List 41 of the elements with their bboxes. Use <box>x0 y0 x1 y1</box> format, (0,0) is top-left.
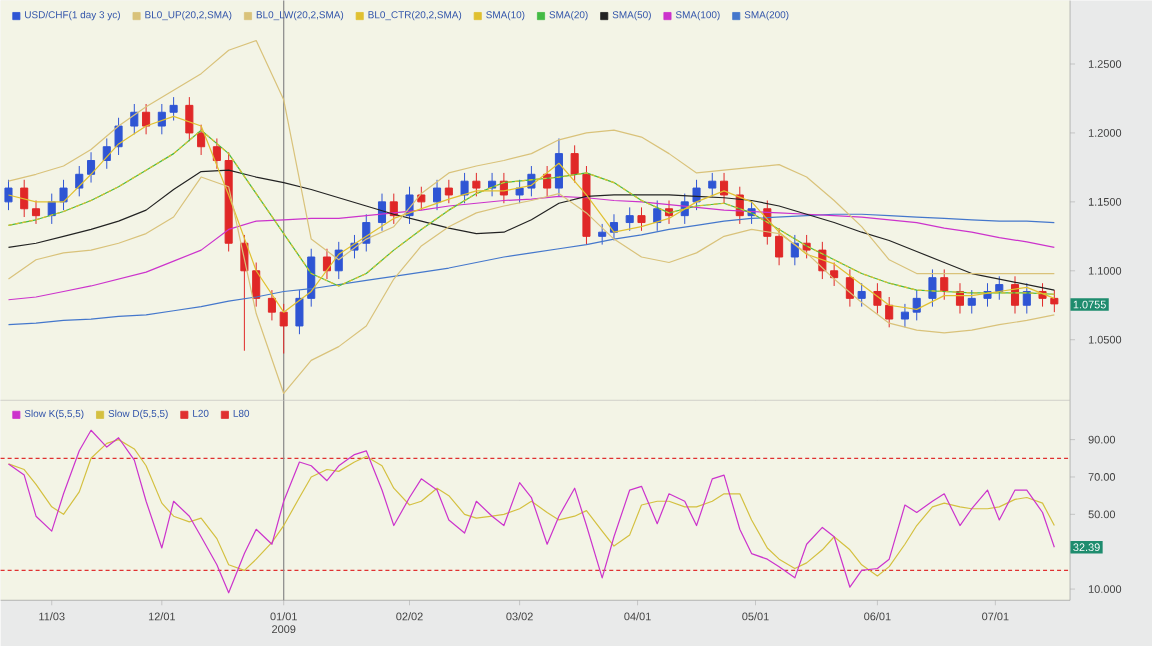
candlestick <box>31 199 41 225</box>
candlestick <box>637 206 646 232</box>
candlestick <box>279 303 288 354</box>
candlestick <box>900 303 909 328</box>
candlestick <box>142 103 151 135</box>
candlestick <box>444 179 453 204</box>
candlestick <box>708 172 717 197</box>
candlestick <box>940 268 949 301</box>
candlestick <box>790 234 799 266</box>
candlestick <box>488 172 497 197</box>
candlestick <box>87 151 96 183</box>
candlestick <box>928 268 937 308</box>
candlestick <box>433 179 442 211</box>
candlestick <box>417 186 426 211</box>
candlestick <box>967 289 976 314</box>
candlestick <box>267 289 276 321</box>
candlestick <box>912 289 921 321</box>
candlestick <box>857 282 866 308</box>
line-series <box>7 176 1055 394</box>
candlestick <box>582 165 591 245</box>
candlestick <box>59 179 68 211</box>
candlestick <box>20 179 29 218</box>
candlestick <box>322 248 331 280</box>
candlestick <box>570 144 579 183</box>
candlestick <box>995 275 1004 301</box>
candlestick <box>197 124 206 156</box>
candlestick <box>1022 282 1031 314</box>
candlestick <box>185 96 194 142</box>
candlestick <box>1010 275 1020 314</box>
candlestick <box>4 179 13 211</box>
candlestick <box>720 172 729 204</box>
candlestick <box>460 172 469 204</box>
candlestick <box>598 223 607 245</box>
candlestick <box>130 103 139 135</box>
line-series <box>7 438 1055 577</box>
candlestick <box>625 206 634 232</box>
line-series <box>7 429 1055 594</box>
candlestick <box>75 165 84 197</box>
candlestick <box>554 137 563 197</box>
candlestick <box>845 268 854 308</box>
candlestick <box>472 172 481 197</box>
